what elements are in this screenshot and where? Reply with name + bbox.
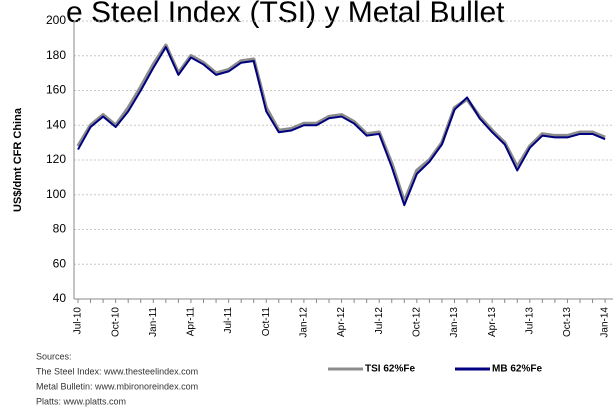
y-tick-label: 120 bbox=[46, 152, 66, 166]
series-line bbox=[77, 46, 606, 207]
y-tick-label: 80 bbox=[53, 222, 67, 236]
x-tick-label: Oct-11 bbox=[261, 307, 272, 337]
chart-title: e Steel Index (TSI) y Metal Bullet bbox=[66, 0, 505, 29]
source-line: Platts: www.platts.com bbox=[36, 396, 126, 406]
legend-label: MB 62%Fe bbox=[492, 364, 542, 375]
legend-label: TSI 62%Fe bbox=[365, 364, 415, 375]
x-tick-label: Apr-13 bbox=[487, 307, 498, 337]
x-tick-label: Oct-13 bbox=[562, 307, 573, 337]
x-tick-label: Jan-14 bbox=[600, 307, 611, 338]
x-tick-label: Oct-12 bbox=[411, 307, 422, 337]
y-axis-label: US$/dmt CFR China bbox=[12, 107, 24, 212]
source-line: The Steel Index: www.thesteelindex.com bbox=[36, 366, 198, 376]
source-line: Metal Bulletin: www.mbironoreindex.com bbox=[36, 381, 198, 391]
x-tick-label: Apr-11 bbox=[186, 307, 197, 337]
x-tick-label: Oct-10 bbox=[110, 307, 121, 337]
x-tick-label: Jul-10 bbox=[73, 307, 84, 335]
y-tick-label: 160 bbox=[46, 83, 66, 97]
source-line: Sources: bbox=[36, 351, 72, 361]
series-line bbox=[76, 43, 606, 204]
y-tick-label: 200 bbox=[46, 13, 66, 27]
x-tick-label: Jan-11 bbox=[148, 307, 159, 337]
x-tick-label: Apr-12 bbox=[336, 307, 347, 337]
x-tick-label: Jan-13 bbox=[449, 307, 460, 338]
x-tick-label: Jul-11 bbox=[223, 307, 234, 334]
x-tick-label: Jul-13 bbox=[524, 307, 535, 335]
x-tick-label: Jan-12 bbox=[299, 307, 310, 338]
y-tick-label: 180 bbox=[46, 48, 66, 62]
y-tick-label: 40 bbox=[53, 291, 67, 305]
y-tick-label: 140 bbox=[46, 117, 66, 131]
y-tick-label: 60 bbox=[53, 256, 67, 270]
sources: Sources: The Steel Index: www.thesteelind… bbox=[36, 351, 198, 406]
x-tick-label: Jul-12 bbox=[374, 307, 385, 335]
y-tick-label: 100 bbox=[46, 187, 66, 201]
